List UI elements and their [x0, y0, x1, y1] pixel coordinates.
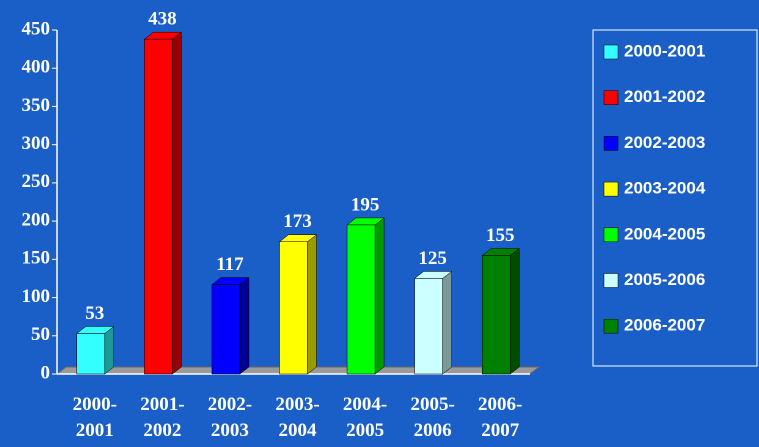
legend-label: 2002-2003	[624, 133, 705, 152]
legend-label: 2006-2007	[624, 316, 705, 335]
y-tick-label: 100	[22, 286, 51, 307]
legend-box	[592, 29, 758, 367]
x-tick-label: 2002-2003	[208, 394, 252, 441]
data-label: 53	[85, 303, 104, 324]
bar	[481, 255, 511, 375]
bar-side-shade	[172, 32, 182, 374]
bar	[346, 224, 376, 375]
bar	[414, 278, 443, 375]
x-tick-label: 2000-2001	[73, 394, 117, 441]
bar	[211, 284, 241, 375]
y-tick-label: 200	[22, 209, 51, 230]
y-tick-label: 150	[22, 248, 51, 269]
x-tick-label: 2006-2007	[478, 394, 522, 441]
bar	[76, 333, 106, 375]
data-label: 117	[216, 254, 244, 275]
x-tick-label: 2005-2006	[410, 394, 454, 441]
legend-label: 2004-2005	[624, 224, 705, 243]
y-tick-label: 50	[31, 324, 50, 345]
data-label: 155	[486, 225, 515, 246]
data-label: 438	[148, 9, 177, 30]
legend-label: 2000-2001	[624, 41, 705, 60]
data-label: 195	[351, 194, 380, 215]
y-tick-label: 250	[22, 171, 51, 192]
data-label: 173	[283, 211, 312, 232]
bar-side-shade	[307, 234, 317, 374]
legend-swatch	[603, 136, 619, 151]
legend-swatch	[603, 90, 619, 105]
legend-swatch	[603, 227, 619, 243]
y-tick-label: 350	[22, 95, 51, 116]
bar	[144, 38, 173, 375]
legend-swatch	[603, 273, 619, 288]
bar	[279, 241, 308, 375]
legend-swatch	[603, 44, 619, 60]
bar-side-shade	[375, 217, 385, 374]
x-tick-label: 2003-2004	[275, 394, 319, 441]
y-tick-label: 450	[22, 18, 51, 39]
y-tick-label: 0	[41, 362, 51, 383]
y-tick-label: 300	[22, 133, 51, 154]
x-tick-label: 2004-2005	[343, 394, 387, 441]
data-label: 125	[418, 248, 447, 269]
legend-label: 2005-2006	[624, 270, 705, 289]
bar-side-shade	[442, 271, 452, 374]
y-tick-label: 400	[22, 57, 51, 78]
x-tick-label: 2001-2002	[140, 394, 184, 441]
legend-swatch	[603, 318, 619, 334]
legend-swatch	[603, 181, 619, 197]
legend-label: 2003-2004	[624, 179, 706, 198]
bar-side-shade	[239, 277, 249, 374]
bar-side-shade	[104, 326, 114, 374]
legend-label: 2001-2002	[624, 87, 705, 106]
bar-side-shade	[510, 248, 520, 374]
